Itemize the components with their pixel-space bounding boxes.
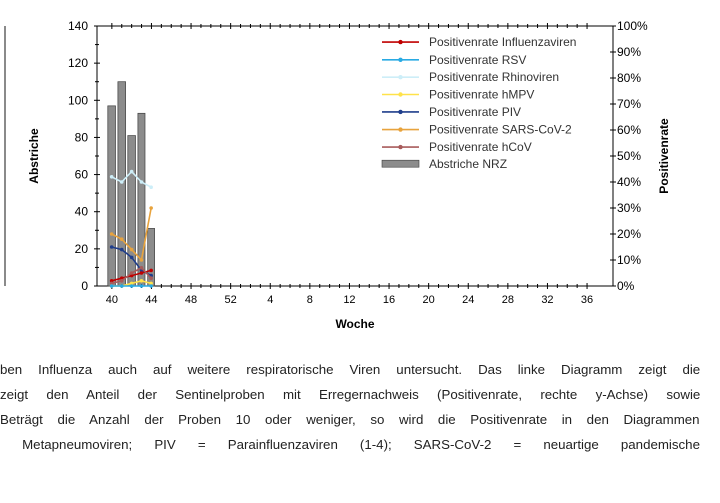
svg-text:100: 100 <box>68 93 88 107</box>
svg-text:16: 16 <box>383 294 395 306</box>
svg-text:60%: 60% <box>617 123 641 137</box>
svg-text:Positivenrate SARS-CoV-2: Positivenrate SARS-CoV-2 <box>429 123 572 137</box>
svg-text:Positivenrate Influenzaviren: Positivenrate Influenzaviren <box>429 35 576 49</box>
svg-text:40: 40 <box>106 294 118 306</box>
svg-text:30%: 30% <box>617 201 641 215</box>
svg-text:70%: 70% <box>617 97 641 111</box>
svg-text:90%: 90% <box>617 45 641 59</box>
svg-text:8: 8 <box>307 294 313 306</box>
svg-text:48: 48 <box>185 294 197 306</box>
svg-text:Positivenrate hMPV: Positivenrate hMPV <box>429 88 534 102</box>
svg-text:0: 0 <box>81 279 88 293</box>
svg-text:Abstriche NRZ: Abstriche NRZ <box>429 157 507 171</box>
svg-text:4: 4 <box>267 294 273 306</box>
svg-text:80: 80 <box>75 130 89 144</box>
svg-text:20%: 20% <box>617 227 641 241</box>
svg-text:Positivenrate RSV: Positivenrate RSV <box>429 53 526 67</box>
svg-text:28: 28 <box>502 294 514 306</box>
svg-text:Positivenrate hCoV: Positivenrate hCoV <box>429 140 532 154</box>
svg-text:44: 44 <box>145 294 157 306</box>
svg-text:0%: 0% <box>617 279 635 293</box>
svg-text:Positivenrate PIV: Positivenrate PIV <box>429 105 521 119</box>
svg-text:Positivenrate: Positivenrate <box>657 118 671 194</box>
svg-text:80%: 80% <box>617 71 641 85</box>
svg-text:50%: 50% <box>617 149 641 163</box>
svg-text:10%: 10% <box>617 253 641 267</box>
svg-text:60: 60 <box>75 168 89 182</box>
svg-text:120: 120 <box>68 56 88 70</box>
svg-text:52: 52 <box>225 294 237 306</box>
svg-text:Woche: Woche <box>335 317 374 331</box>
svg-text:24: 24 <box>462 294 474 306</box>
svg-text:32: 32 <box>541 294 553 306</box>
svg-text:40%: 40% <box>617 175 641 189</box>
svg-text:40: 40 <box>75 205 89 219</box>
svg-text:Positivenrate Rhinoviren: Positivenrate Rhinoviren <box>429 70 559 84</box>
svg-text:Abstriche: Abstriche <box>27 128 41 184</box>
svg-text:100%: 100% <box>617 19 648 33</box>
svg-text:20: 20 <box>423 294 435 306</box>
svg-text:12: 12 <box>343 294 355 306</box>
svg-text:140: 140 <box>68 19 88 33</box>
svg-text:20: 20 <box>75 242 89 256</box>
svg-text:36: 36 <box>581 294 593 306</box>
